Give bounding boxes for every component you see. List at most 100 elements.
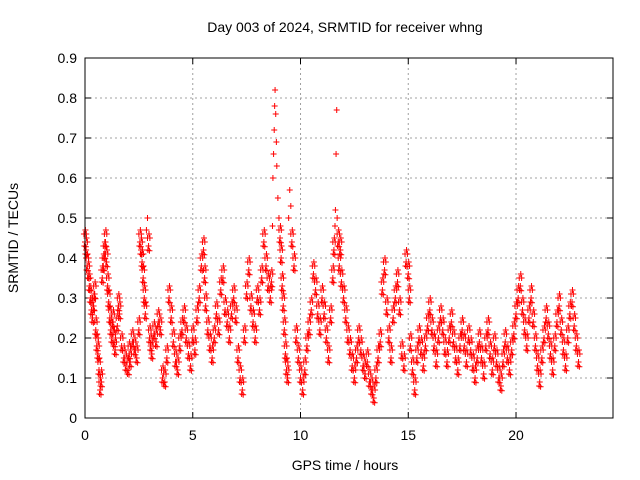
data-point <box>157 315 164 321</box>
data-point <box>277 247 284 253</box>
data-point <box>349 351 356 357</box>
data-point <box>468 335 475 341</box>
data-point <box>98 367 105 373</box>
data-point <box>331 223 338 229</box>
data-point <box>495 379 502 385</box>
data-point <box>253 287 260 293</box>
data-point <box>175 371 182 378</box>
data-point <box>322 339 329 345</box>
data-point <box>159 375 166 381</box>
data-point <box>116 311 123 317</box>
data-point <box>186 355 193 361</box>
data-point <box>564 339 571 345</box>
data-point <box>139 259 146 265</box>
data-point <box>211 335 218 341</box>
x-tick-label: 5 <box>189 427 197 443</box>
data-point <box>97 383 104 389</box>
data-point <box>369 387 376 393</box>
data-point <box>468 355 475 361</box>
data-point <box>555 307 562 313</box>
data-point <box>551 343 558 349</box>
data-point <box>208 347 215 353</box>
data-point <box>329 275 336 281</box>
data-point <box>551 347 558 353</box>
data-point <box>152 343 159 349</box>
data-point <box>115 303 122 309</box>
data-point <box>187 363 194 369</box>
data-point <box>332 207 339 213</box>
data-point <box>202 263 209 269</box>
data-point <box>280 319 287 325</box>
data-point <box>311 291 318 297</box>
data-point <box>479 363 486 369</box>
x-axis-label: GPS time / hours <box>292 457 399 473</box>
data-point <box>470 367 477 373</box>
data-point <box>279 283 286 289</box>
data-point <box>426 307 433 313</box>
data-point <box>390 315 397 321</box>
data-point <box>491 343 498 349</box>
data-point <box>194 303 201 309</box>
data-point <box>516 275 523 281</box>
data-point <box>308 295 315 301</box>
data-point <box>229 315 236 322</box>
data-point <box>299 391 306 397</box>
data-point <box>331 251 338 258</box>
data-point <box>388 359 395 366</box>
data-point <box>217 291 224 297</box>
data-points <box>80 87 583 406</box>
data-point <box>260 243 267 249</box>
data-point <box>297 363 304 369</box>
data-point <box>536 383 543 389</box>
data-point <box>503 347 510 353</box>
data-point <box>313 303 320 309</box>
data-point <box>236 367 243 373</box>
data-point <box>150 335 157 341</box>
data-point <box>251 327 258 333</box>
data-point <box>540 339 547 345</box>
data-point <box>429 315 436 321</box>
data-point <box>342 315 349 321</box>
data-point <box>267 283 274 289</box>
data-point <box>253 339 260 346</box>
data-point <box>404 275 411 281</box>
data-point <box>281 327 288 333</box>
data-point <box>334 215 341 221</box>
y-tick-label: 0.1 <box>58 370 78 386</box>
data-point <box>321 311 328 317</box>
data-point <box>216 331 223 338</box>
data-point <box>406 275 413 282</box>
data-point <box>327 319 334 325</box>
data-point <box>322 315 329 322</box>
data-point <box>106 303 113 310</box>
data-point <box>351 363 358 369</box>
data-point <box>444 347 451 353</box>
data-point <box>535 351 542 357</box>
data-point <box>374 359 381 365</box>
data-point <box>489 367 496 373</box>
data-point <box>557 331 564 337</box>
data-point <box>407 331 414 337</box>
data-point <box>546 343 553 349</box>
data-point <box>287 231 294 237</box>
data-point <box>278 255 285 261</box>
data-point <box>484 331 491 337</box>
data-point <box>319 295 326 301</box>
data-point <box>194 319 201 326</box>
data-point <box>352 359 359 365</box>
data-point <box>337 247 344 253</box>
data-point <box>85 259 92 265</box>
data-point <box>271 127 278 133</box>
data-point <box>213 299 220 305</box>
data-point <box>139 263 146 270</box>
data-point <box>273 163 280 169</box>
data-point <box>202 307 209 313</box>
data-point <box>482 347 489 353</box>
data-point <box>544 335 551 341</box>
data-point <box>334 231 341 237</box>
data-point <box>300 359 307 365</box>
data-point <box>406 283 413 289</box>
y-tick-label: 0 <box>69 410 77 426</box>
data-point <box>413 355 420 361</box>
data-point <box>325 343 332 349</box>
